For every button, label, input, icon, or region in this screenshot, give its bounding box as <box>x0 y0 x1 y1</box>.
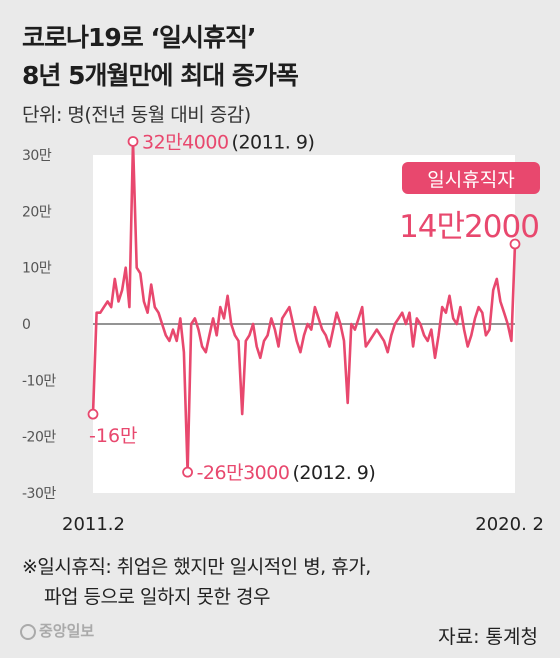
highlight-point <box>509 238 521 250</box>
y-tick-label: 30만 <box>22 148 52 164</box>
highlight-point <box>127 136 139 147</box>
annotations: 32만4000 (2011. 9) -16만 -26만3000 (2012. 9) 일시휴… <box>89 131 540 484</box>
y-tick-label: 0 <box>22 317 30 333</box>
highlight-point <box>182 466 193 478</box>
latest-badge <box>402 162 540 194</box>
data-points <box>87 136 521 478</box>
logo-text: 중앙일보 <box>39 622 95 640</box>
annotation-peak: 32만4000 (2011. 9) <box>142 131 314 153</box>
x-axis-ticks: 2011.2 2020. 2 <box>62 514 544 535</box>
annotation-value: -26만3000 <box>197 462 290 484</box>
y-axis-ticks: 30만 20만 10만 0 -10만 -20만 -30만 <box>22 148 57 502</box>
chart-title-line2: 8년 5개월만에 최대 증가폭 <box>22 61 299 90</box>
chart-title-line1: 코로나19로 ‘일시휴직’ <box>22 23 256 52</box>
footnote-line1: ※일시휴직: 취업은 했지만 일시적인 병, 휴가, <box>22 556 371 578</box>
latest-badge-label: 일시휴직자 <box>427 169 514 191</box>
y-tick-label: -10만 <box>22 373 56 389</box>
x-tick-label: 2011.2 <box>62 514 125 535</box>
annotation-trough: -26만3000 (2012. 9) <box>197 462 376 484</box>
line-chart: 30만 20만 10만 0 -10만 -20만 -30만 32만4000 (2011. 9) -… <box>22 131 544 535</box>
y-tick-label: -20만 <box>22 430 56 446</box>
annotation-date: (2011. 9) <box>232 131 315 153</box>
y-tick-label: 10만 <box>22 261 52 277</box>
series-line <box>91 140 517 474</box>
annotation-value: 14만2000 <box>399 209 539 245</box>
source-label: 자료: 통계청 <box>438 626 538 648</box>
unit-label: 단위: 명(전년 동월 대비 증감) <box>22 104 251 126</box>
annotation-value: -16만 <box>89 425 138 447</box>
y-tick-label: -30만 <box>22 486 56 502</box>
footnote-line2: 파업 등으로 일하지 못한 경우 <box>44 586 270 608</box>
highlight-point <box>87 408 99 420</box>
logo-circle-icon <box>20 624 36 640</box>
publisher-logo: 중앙일보 <box>20 620 94 641</box>
annotation-value: 32만4000 <box>142 131 229 153</box>
x-tick-label: 2020. 2 <box>475 514 544 535</box>
annotation-date: (2012. 9) <box>292 462 375 484</box>
y-tick-label: 20만 <box>22 204 52 220</box>
